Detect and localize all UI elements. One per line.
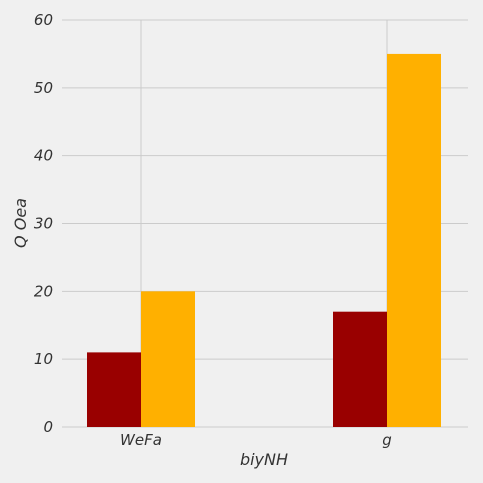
y-tick-label: 20	[34, 282, 53, 300]
y-tick-label: 10	[34, 350, 53, 368]
y-tick-label: 50	[34, 79, 53, 97]
bar-series2-WeFa	[141, 291, 195, 427]
y-tick-label: 40	[34, 147, 53, 165]
y-tick-label: 30	[34, 215, 53, 233]
y-tick-label: 0	[43, 418, 53, 436]
x-axis-title: biyNH	[240, 450, 288, 469]
y-axis-title: Q Oea	[11, 198, 30, 248]
bar-series1-g	[333, 312, 387, 427]
x-tick-label: WeFa	[120, 431, 162, 449]
bar-series2-g	[387, 54, 441, 427]
y-tick-label: 60	[34, 11, 53, 29]
bar-series1-WeFa	[87, 352, 141, 427]
x-tick-label: g	[382, 431, 392, 449]
